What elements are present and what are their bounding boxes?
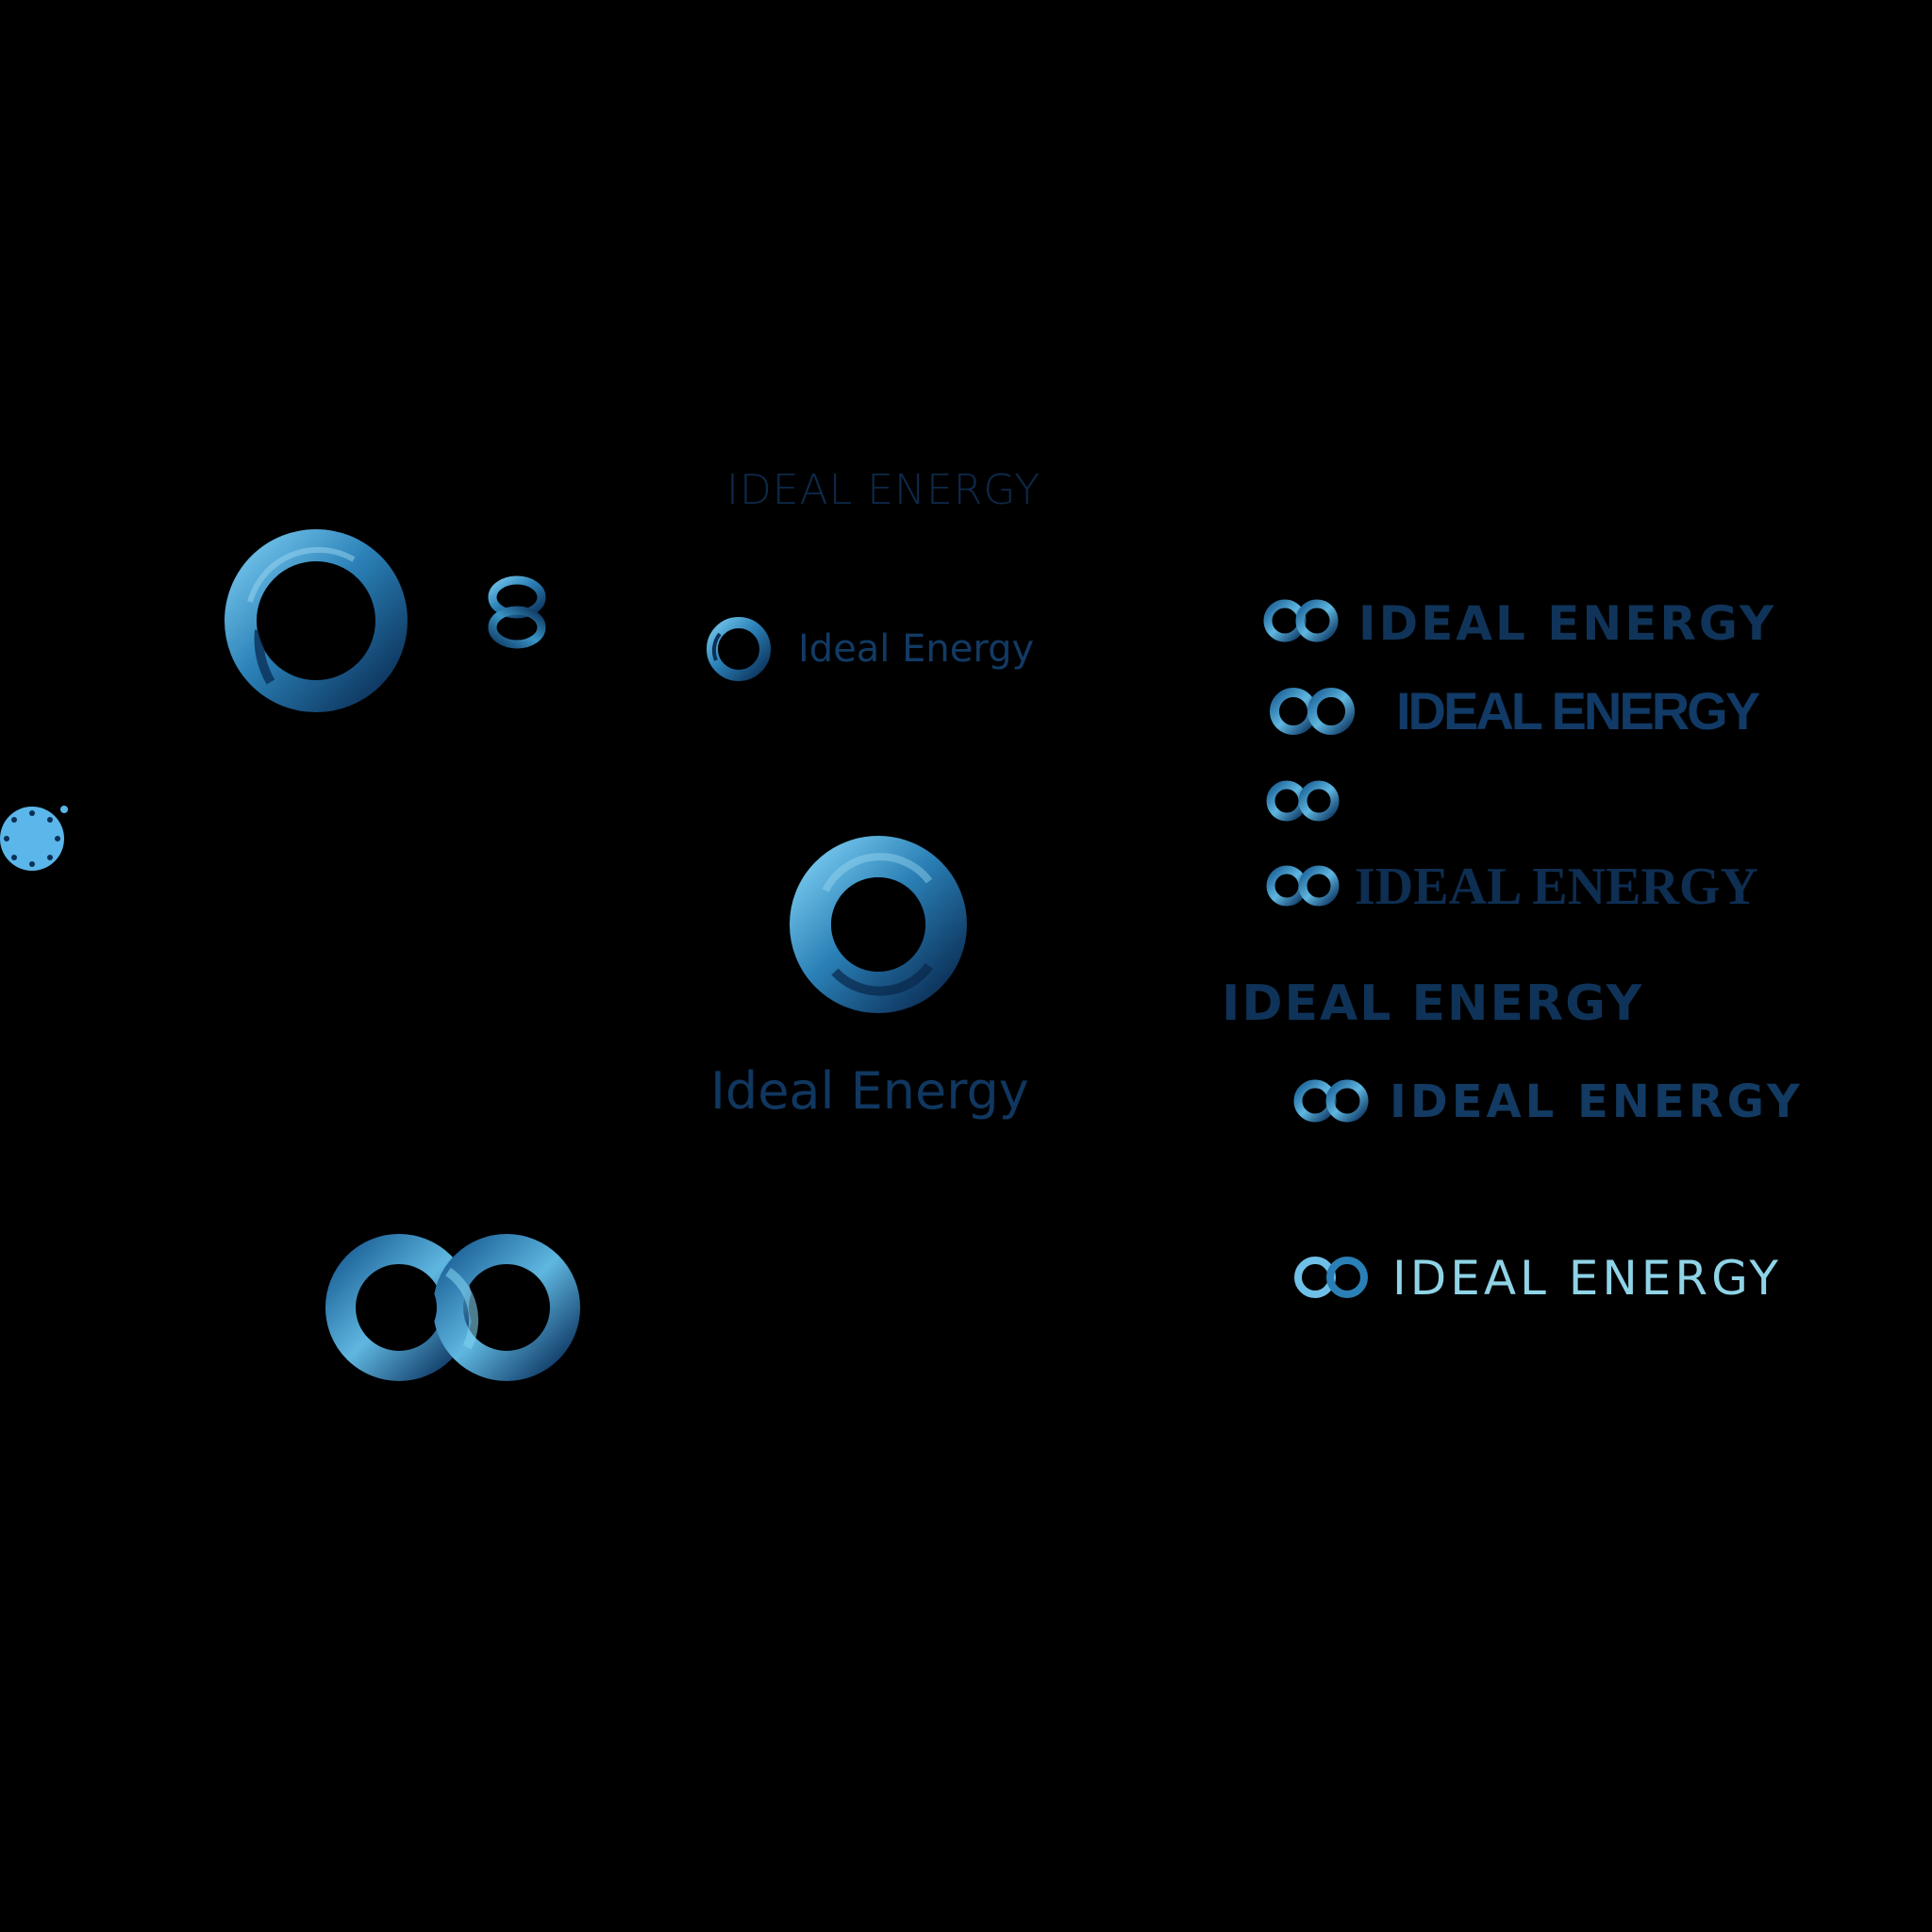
infinity-icon-2 <box>1270 688 1355 735</box>
wordmark-5: IDEAL ENERGY <box>1390 1075 1804 1128</box>
small-swirl-ring-icon <box>707 617 771 681</box>
wordmark-3: IDEAL ENERGY <box>1355 858 1758 916</box>
wordmark-rounded-large: Ideal Energy <box>710 1061 1029 1121</box>
wordmark-4: IDEAL ENERGY <box>1222 975 1644 1032</box>
wordmark-6: IDEAL ENERGY <box>1392 1251 1782 1306</box>
infinity-icon-5 <box>1294 1257 1368 1298</box>
wordmark-1: IDEAL ENERGY <box>1358 596 1777 651</box>
wordmark-rounded-small: Ideal Energy <box>798 627 1035 671</box>
small-knot-icon <box>488 575 546 649</box>
infinity-icon-3 <box>1266 865 1340 907</box>
infinity-icon-4 <box>1293 1079 1369 1123</box>
center-ring-icon <box>790 836 967 1013</box>
large-infinity-icon <box>325 1234 580 1381</box>
brand-title-top: IDEAL ENERGY <box>726 466 1041 514</box>
dotted-circle-icon <box>0 806 68 871</box>
large-swirl-ring-icon <box>225 529 408 712</box>
infinity-icon-1 <box>1263 599 1339 642</box>
infinity-icon-standalone <box>1266 780 1340 822</box>
wordmark-2: IDEAL ENERGY <box>1396 681 1760 741</box>
